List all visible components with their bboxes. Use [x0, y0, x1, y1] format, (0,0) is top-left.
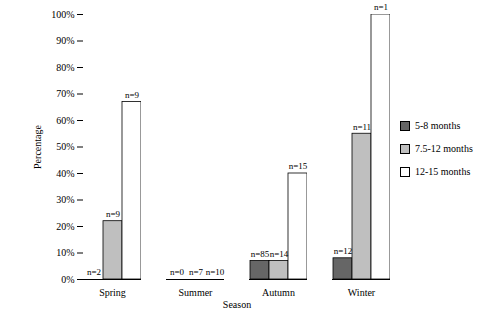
svg-text:n=1: n=1 — [374, 2, 388, 12]
svg-text:n=9: n=9 — [125, 90, 140, 100]
svg-text:n=14: n=14 — [270, 249, 289, 259]
svg-text:50%: 50% — [56, 141, 74, 152]
svg-text:Summer: Summer — [179, 287, 214, 298]
html-text:12-15 months: 12-15 months — [415, 166, 471, 177]
svg-text:n=85: n=85 — [251, 249, 270, 259]
svg-text:n=9: n=9 — [106, 209, 121, 219]
svg-text:n=2: n=2 — [87, 267, 101, 277]
svg-text:n=0: n=0 — [170, 267, 185, 277]
svg-text:n=7: n=7 — [189, 267, 204, 277]
svg-text:40%: 40% — [56, 168, 74, 179]
svg-text:Percentage: Percentage — [32, 125, 43, 169]
svg-text:80%: 80% — [56, 62, 74, 73]
svg-text:90%: 90% — [56, 35, 74, 46]
html-text:7.5-12 months: 7.5-12 months — [415, 143, 473, 154]
svg-text:n=11: n=11 — [353, 122, 371, 132]
svg-text:Spring: Spring — [99, 287, 126, 298]
svg-text:n=15: n=15 — [289, 161, 308, 171]
svg-text:20%: 20% — [56, 221, 74, 232]
html-text:5-8 months: 5-8 months — [415, 120, 461, 131]
svg-text:0%: 0% — [61, 274, 74, 285]
svg-text:60%: 60% — [56, 115, 74, 126]
svg-text:Season: Season — [223, 299, 251, 310]
svg-text:100%: 100% — [51, 9, 74, 20]
svg-text:Winter: Winter — [348, 287, 376, 298]
svg-text:n=12: n=12 — [334, 246, 353, 256]
svg-text:10%: 10% — [56, 247, 74, 258]
svg-text:30%: 30% — [56, 194, 74, 205]
svg-text:Autumn: Autumn — [262, 287, 295, 298]
svg-text:70%: 70% — [56, 88, 74, 99]
svg-text:n=10: n=10 — [206, 267, 225, 277]
